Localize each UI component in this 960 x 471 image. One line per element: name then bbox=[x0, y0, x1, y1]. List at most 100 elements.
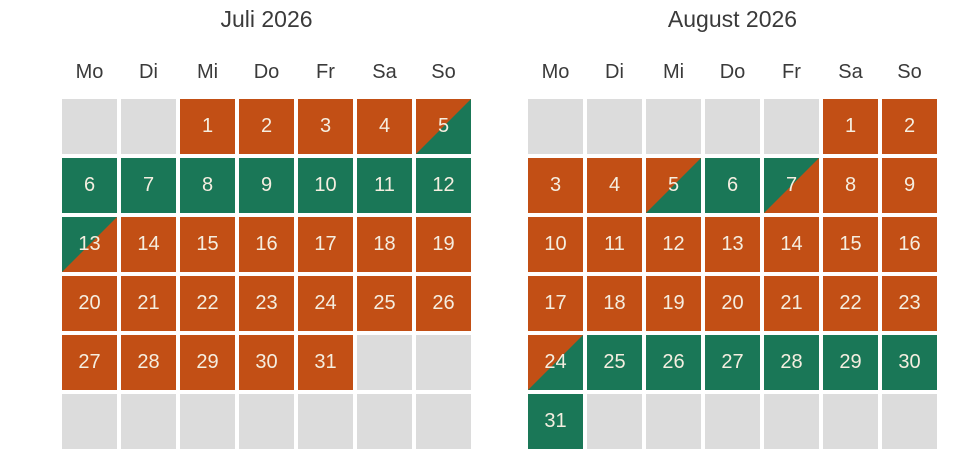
day-cell[interactable]: 26 bbox=[646, 335, 701, 390]
day-cell[interactable]: 29 bbox=[823, 335, 878, 390]
day-cell[interactable]: 12 bbox=[416, 158, 471, 213]
day-cell[interactable]: 8 bbox=[180, 158, 235, 213]
day-cell[interactable]: 25 bbox=[357, 276, 412, 331]
day-cell[interactable]: 19 bbox=[646, 276, 701, 331]
day-cell[interactable]: 20 bbox=[62, 276, 117, 331]
day-cell[interactable]: 26 bbox=[416, 276, 471, 331]
day-number: 5 bbox=[437, 115, 450, 137]
weekday-label: Fr bbox=[782, 61, 801, 83]
day-cell[interactable]: 8 bbox=[823, 158, 878, 213]
empty-cell bbox=[764, 99, 819, 154]
day-cell[interactable]: 31 bbox=[298, 335, 353, 390]
empty-cell bbox=[416, 335, 471, 390]
weekday-label: Di bbox=[139, 61, 158, 83]
empty-cell bbox=[646, 99, 701, 154]
day-number: 23 bbox=[255, 292, 278, 314]
day-cell[interactable]: 11 bbox=[587, 217, 642, 272]
calendar-months: Juli 2026 Mo Di Mi Do Fr Sa So 1 2 3 4 5 6 7 8 9 10 11 12 13… bbox=[62, 0, 937, 449]
day-number: 29 bbox=[839, 351, 862, 373]
day-cell[interactable]: 9 bbox=[882, 158, 937, 213]
day-cell[interactable]: 23 bbox=[239, 276, 294, 331]
empty-cell bbox=[416, 394, 471, 449]
day-cell[interactable]: 7 bbox=[121, 158, 176, 213]
day-cell[interactable]: 16 bbox=[239, 217, 294, 272]
day-cell[interactable]: 5 bbox=[416, 99, 471, 154]
day-number: 10 bbox=[544, 233, 567, 255]
day-cell[interactable]: 18 bbox=[587, 276, 642, 331]
day-cell[interactable]: 21 bbox=[764, 276, 819, 331]
day-cell[interactable]: 27 bbox=[705, 335, 760, 390]
weekday-label: Sa bbox=[372, 61, 397, 83]
day-number: 1 bbox=[844, 115, 857, 137]
day-cell[interactable]: 2 bbox=[239, 99, 294, 154]
weekday-label: So bbox=[431, 61, 456, 83]
day-cell[interactable]: 1 bbox=[823, 99, 878, 154]
day-cell[interactable]: 23 bbox=[882, 276, 937, 331]
day-number: 12 bbox=[662, 233, 685, 255]
day-cell[interactable]: 30 bbox=[882, 335, 937, 390]
availability-calendar: Juli 2026 Mo Di Mi Do Fr Sa So 1 2 3 4 5 6 7 8 9 10 11 12 13… bbox=[62, 0, 937, 449]
day-cell[interactable]: 17 bbox=[528, 276, 583, 331]
day-cell[interactable]: 24 bbox=[528, 335, 583, 390]
day-cell[interactable]: 24 bbox=[298, 276, 353, 331]
day-cell[interactable]: 20 bbox=[705, 276, 760, 331]
day-cell[interactable]: 16 bbox=[882, 217, 937, 272]
day-cell[interactable]: 9 bbox=[239, 158, 294, 213]
empty-cell bbox=[823, 394, 878, 449]
day-cell[interactable]: 29 bbox=[180, 335, 235, 390]
day-number: 2 bbox=[260, 115, 273, 137]
day-cell[interactable]: 7 bbox=[764, 158, 819, 213]
day-cell[interactable]: 4 bbox=[357, 99, 412, 154]
weekday-label: Mo bbox=[541, 61, 570, 83]
day-number: 15 bbox=[839, 233, 862, 255]
day-cell[interactable]: 10 bbox=[528, 217, 583, 272]
day-cell[interactable]: 10 bbox=[298, 158, 353, 213]
empty-cell bbox=[180, 394, 235, 449]
day-cell[interactable]: 5 bbox=[646, 158, 701, 213]
day-cell[interactable]: 13 bbox=[62, 217, 117, 272]
day-cell[interactable]: 21 bbox=[121, 276, 176, 331]
day-grid: 1 2 3 4 5 6 7 8 9 10 11 12 13 14 15 16 17 18 19 20 21 22 23 24 2… bbox=[528, 99, 937, 449]
day-cell[interactable]: 11 bbox=[357, 158, 412, 213]
day-cell[interactable]: 3 bbox=[298, 99, 353, 154]
month-juli-2026: Juli 2026 Mo Di Mi Do Fr Sa So 1 2 3 4 5 6 7 8 9 10 11 12 13… bbox=[62, 0, 471, 449]
empty-cell bbox=[587, 99, 642, 154]
day-cell[interactable]: 12 bbox=[646, 217, 701, 272]
day-cell[interactable]: 14 bbox=[121, 217, 176, 272]
day-cell[interactable]: 28 bbox=[764, 335, 819, 390]
day-number: 9 bbox=[260, 174, 273, 196]
day-cell[interactable]: 6 bbox=[705, 158, 760, 213]
day-cell[interactable]: 4 bbox=[587, 158, 642, 213]
day-cell[interactable]: 19 bbox=[416, 217, 471, 272]
day-cell[interactable]: 28 bbox=[121, 335, 176, 390]
day-cell[interactable]: 25 bbox=[587, 335, 642, 390]
day-cell[interactable]: 1 bbox=[180, 99, 235, 154]
day-number: 20 bbox=[721, 292, 744, 314]
day-number: 14 bbox=[780, 233, 803, 255]
day-cell[interactable]: 27 bbox=[62, 335, 117, 390]
day-cell[interactable]: 31 bbox=[528, 394, 583, 449]
day-cell[interactable]: 14 bbox=[764, 217, 819, 272]
day-number: 11 bbox=[374, 174, 395, 196]
weekday-label: So bbox=[897, 61, 922, 83]
day-cell[interactable]: 13 bbox=[705, 217, 760, 272]
day-number: 9 bbox=[903, 174, 916, 196]
day-cell[interactable]: 6 bbox=[62, 158, 117, 213]
empty-cell bbox=[528, 99, 583, 154]
day-number: 4 bbox=[378, 115, 391, 137]
day-cell[interactable]: 17 bbox=[298, 217, 353, 272]
day-cell[interactable]: 18 bbox=[357, 217, 412, 272]
day-number: 31 bbox=[314, 351, 337, 373]
day-cell[interactable]: 2 bbox=[882, 99, 937, 154]
day-cell[interactable]: 3 bbox=[528, 158, 583, 213]
day-cell[interactable]: 15 bbox=[823, 217, 878, 272]
day-number: 12 bbox=[432, 174, 455, 196]
day-cell[interactable]: 22 bbox=[180, 276, 235, 331]
day-cell[interactable]: 15 bbox=[180, 217, 235, 272]
day-number: 19 bbox=[662, 292, 685, 314]
day-number: 4 bbox=[608, 174, 621, 196]
day-number: 26 bbox=[662, 351, 685, 373]
day-cell[interactable]: 22 bbox=[823, 276, 878, 331]
day-cell[interactable]: 30 bbox=[239, 335, 294, 390]
empty-cell bbox=[121, 394, 176, 449]
